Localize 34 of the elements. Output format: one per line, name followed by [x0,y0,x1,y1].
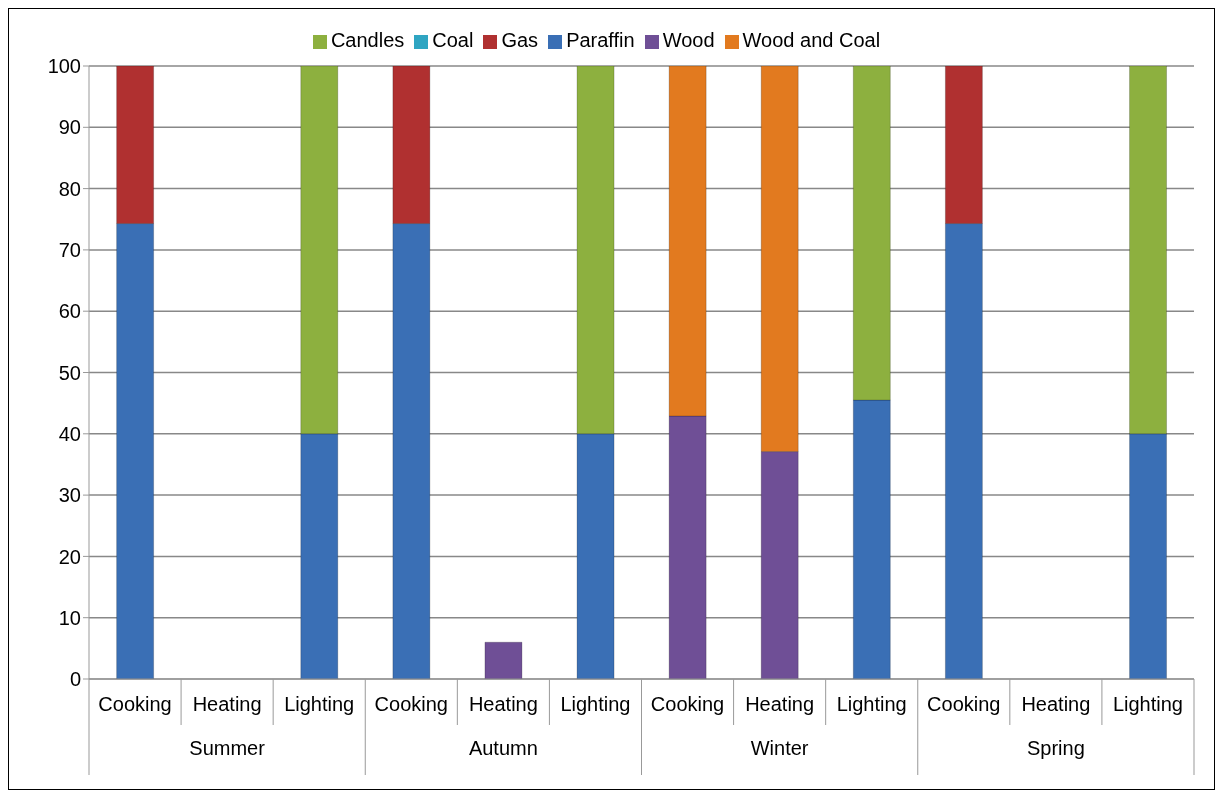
legend-label: Wood [662,29,715,51]
y-tick-label: 40 [58,422,81,445]
x-tick-label: Heating [468,693,538,715]
x-tick-label: Heating [192,693,262,715]
x-tick-label: Cooking [927,693,1001,715]
x-tick-label: Lighting [836,693,907,715]
x-tick-label: Heating [745,693,815,715]
legend-label: Candles [330,29,405,51]
x-tick-label: Lighting [560,693,631,715]
legend-label: Wood and Coal [742,29,881,51]
x-tick-label: Cooking [374,693,448,715]
y-tick-label: 90 [58,116,81,139]
text: Winter [750,737,809,759]
legend-label: Gas [501,29,539,51]
y-tick-label: 70 [58,239,81,261]
x-tick-label: Lighting [284,693,355,715]
text: Spring [1026,737,1085,759]
y-tick-label: 80 [58,177,81,200]
y-tick-label: 60 [58,300,81,323]
y-tick-label: 50 [58,361,81,384]
text: Autumn [468,737,538,759]
text: Summer [189,737,266,759]
x-tick-label: Cooking [98,693,172,715]
x-tick-label: Lighting [1112,693,1183,715]
legend-label: Coal [432,29,474,51]
y-tick-label: 20 [58,545,81,568]
bar [484,641,523,679]
x-tick-label: Heating [1021,693,1091,715]
y-tick-label: 0 [69,668,81,691]
y-tick-label: 10 [58,606,81,629]
legend-label: Paraffin [566,29,635,51]
y-tick-label: 30 [58,484,81,507]
y-tick-label: 100 [47,55,81,78]
x-tick-label: Cooking [650,693,725,715]
